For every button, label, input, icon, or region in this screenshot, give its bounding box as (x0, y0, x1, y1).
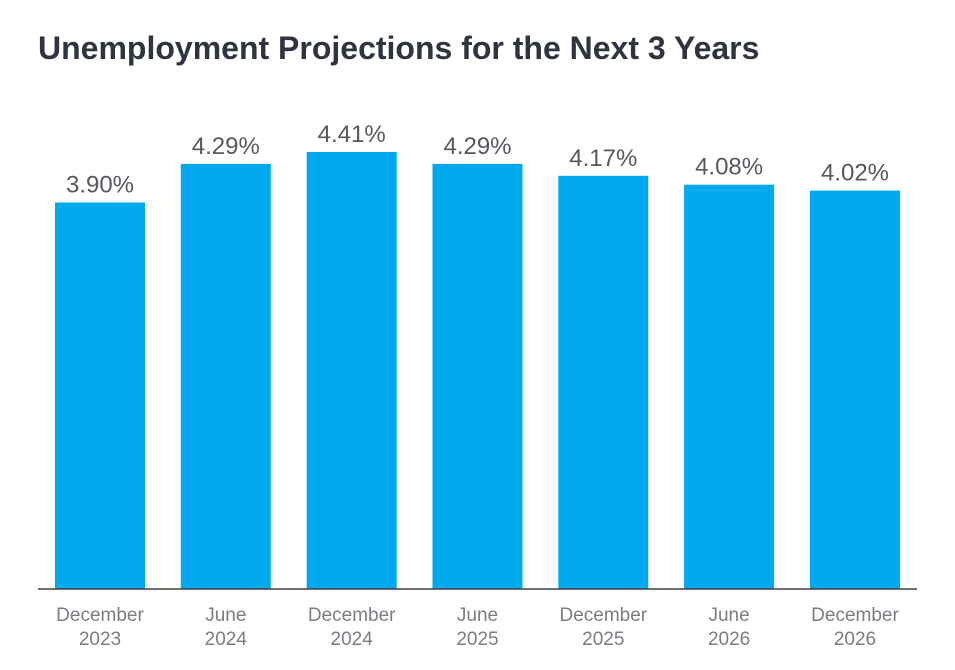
data-label-6: 4.02% (821, 160, 889, 187)
x-tick-label-1: June 2024 (205, 605, 248, 650)
data-label-1: 4.29% (192, 133, 260, 160)
bar-5 (684, 184, 775, 589)
x-tick-label-6: December 2026 (811, 605, 899, 650)
bar-4 (558, 175, 649, 590)
data-label-5: 4.08% (695, 154, 763, 181)
data-label-4: 4.17% (569, 145, 637, 172)
data-label-2: 4.41% (318, 121, 386, 148)
x-tick-label-3: June 2025 (456, 605, 498, 650)
x-tick-label-2: December 2024 (308, 605, 396, 650)
x-tick-label-4: December 2025 (559, 605, 647, 650)
chart-title: Unemployment Projections for the Next 3 … (38, 30, 760, 66)
data-label-0: 3.90% (66, 172, 134, 199)
data-label-3: 4.29% (443, 133, 511, 160)
bar-6 (810, 190, 900, 589)
bar-2 (306, 152, 397, 589)
bar-1 (180, 163, 271, 589)
x-tick-label-0: December 2023 (56, 605, 144, 650)
bar-0 (55, 202, 145, 589)
bar-3 (432, 163, 523, 589)
x-tick-label-5: June 2026 (708, 605, 750, 650)
